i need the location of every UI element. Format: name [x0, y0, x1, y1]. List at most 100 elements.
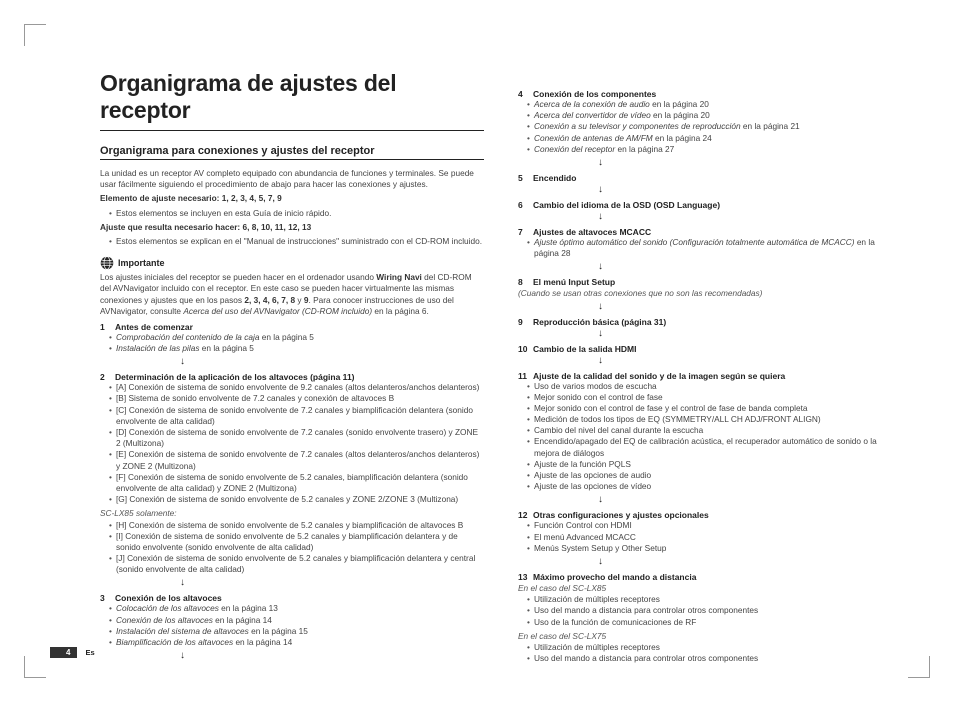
step-heading: 11Ajuste de la calidad del sonido y de l…: [518, 371, 902, 381]
text: [A] Conexión de sistema de sonido envolv…: [116, 382, 479, 392]
list-item: Comprobación del contenido de la caja en…: [109, 332, 484, 343]
text: en la página 21: [741, 121, 800, 131]
step-number: 4: [518, 89, 527, 99]
text-italic: Comprobación del contenido de la caja: [116, 332, 259, 342]
step: 7Ajustes de altavoces MCACCAjuste óptimo…: [518, 227, 902, 259]
step-number: 6: [518, 200, 527, 210]
text: Mejor sonido con el control de fase y el…: [534, 403, 808, 413]
list-item: Menús System Setup y Other Setup: [527, 543, 902, 554]
down-arrow-icon: ↓: [598, 495, 902, 505]
bullet-list: Estos elementos se incluyen en esta Guía…: [109, 208, 484, 219]
list-item: Medición de todos los tipos de EQ (SYMME…: [527, 414, 902, 425]
list-item: [A] Conexión de sistema de sonido envolv…: [109, 382, 484, 393]
crop-mark: [24, 24, 46, 46]
step-title: El menú Input Setup: [533, 277, 615, 287]
important-body: Los ajustes iniciales del receptor se pu…: [100, 272, 484, 317]
text: [F] Conexión de sistema de sonido envolv…: [116, 472, 468, 493]
list-item: El menú Advanced MCACC: [527, 532, 902, 543]
text: y: [295, 295, 304, 305]
step-title: Encendido: [533, 173, 576, 183]
list-item: Utilización de múltiples receptores: [527, 594, 902, 605]
list-item: Acerca del convertidor de vídeo en la pá…: [527, 110, 902, 121]
text-italic: Conexión a su televisor y componentes de…: [534, 121, 741, 131]
bullet-list: [A] Conexión de sistema de sonido envolv…: [109, 382, 484, 505]
list-item: Estos elementos se explican en el "Manua…: [109, 236, 484, 247]
text: [J] Conexión de sistema de sonido envolv…: [116, 553, 475, 574]
req-nums: : 1, 2, 3, 4, 5, 7, 9: [217, 193, 282, 203]
step-heading: 9Reproducción básica (página 31): [518, 317, 902, 327]
step-note: En el caso del SC-LX75: [518, 631, 902, 642]
important-heading: Importante: [100, 256, 484, 270]
step-title: Conexión de los altavoces: [115, 593, 222, 603]
list-item: [F] Conexión de sistema de sonido envolv…: [109, 472, 484, 494]
section-heading: Organigrama para conexiones y ajustes de…: [100, 145, 484, 157]
text-italic: Ajuste óptimo automático del sonido (Con…: [534, 237, 855, 247]
list-item: Conexión del receptor en la página 27: [527, 144, 902, 155]
bullet-list: Colocación de los altavoces en la página…: [109, 603, 484, 648]
list-item: Biamplificación de los altavoces en la p…: [109, 637, 484, 648]
text-bold: 2, 3, 4, 6, 7, 8: [244, 295, 295, 305]
step-heading: 2Determinación de la aplicación de los a…: [100, 372, 484, 382]
left-column: Organigrama de ajustes del receptor Orga…: [100, 70, 484, 672]
right-column: 4Conexión de los componentesAcerca de la…: [518, 70, 902, 672]
step-heading: 5 Encendido: [518, 173, 902, 183]
requirement-line: Ajuste que resulta necesario hacer: 6, 8…: [100, 222, 484, 233]
list-item: Mejor sonido con el control de fase: [527, 392, 902, 403]
step-note: SC-LX85 solamente:: [100, 508, 484, 519]
list-item: [H] Conexión de sistema de sonido envolv…: [109, 520, 484, 531]
list-item: Utilización de múltiples receptores: [527, 642, 902, 653]
step: 6 Cambio del idioma de la OSD (OSD Langua…: [518, 200, 902, 210]
bullet-list: Ajuste óptimo automático del sonido (Con…: [527, 237, 902, 259]
step-title: Ajuste de la calidad del sonido y de la …: [533, 371, 785, 381]
bullet-list: Estos elementos se explican en el "Manua…: [109, 236, 484, 247]
list-item: Instalación del sistema de altavoces en …: [109, 626, 484, 637]
list-item: [C] Conexión de sistema de sonido envolv…: [109, 405, 484, 427]
page-content: Organigrama de ajustes del receptor Orga…: [100, 70, 902, 672]
down-arrow-icon: ↓: [180, 578, 484, 588]
globe-icon: [100, 256, 114, 270]
text-italic: Conexión de antenas de AM/FM: [534, 133, 653, 143]
step: 3 Conexión de los altavocesColocación de …: [100, 593, 484, 648]
text: en la página 13: [219, 603, 278, 613]
text: en la página 14: [233, 637, 292, 647]
step-title: Cambio del idioma de la OSD (OSD Languag…: [533, 200, 720, 210]
list-item: Función Control con HDMI: [527, 520, 902, 531]
text: Uso de varios modos de escucha: [534, 381, 657, 391]
bullet-list: [H] Conexión de sistema de sonido envolv…: [109, 520, 484, 576]
step-number: 12: [518, 510, 527, 520]
step: 4Conexión de los componentesAcerca de la…: [518, 89, 902, 155]
list-item: [E] Conexión de sistema de sonido envolv…: [109, 449, 484, 471]
step-title: Reproducción básica (página 31): [533, 317, 666, 327]
step: 1Antes de comenzarComprobación del conte…: [100, 322, 484, 354]
step: 2Determinación de la aplicación de los a…: [100, 372, 484, 575]
bullet-list: Acerca de la conexión de audio en la pág…: [527, 99, 902, 155]
crop-mark: [24, 656, 46, 678]
important-label: Importante: [118, 258, 165, 268]
list-item: Uso del mando a distancia para controlar…: [527, 605, 902, 616]
step-number: 13: [518, 572, 527, 582]
text: Menús System Setup y Other Setup: [534, 543, 666, 553]
text: Ajuste de las opciones de vídeo: [534, 481, 651, 491]
step: 13Máximo provecho del mando a distancia E…: [518, 572, 902, 664]
req-label: Elemento de ajuste necesario: [100, 193, 217, 203]
text-italic: Instalación de las pilas: [116, 343, 199, 353]
text: Función Control con HDMI: [534, 520, 632, 530]
step: 10Cambio de la salida HDMI: [518, 344, 902, 354]
bullet-list: Utilización de múltiples receptoresUso d…: [527, 594, 902, 628]
step-heading: 8El menú Input Setup: [518, 277, 902, 287]
step-title: Otras configuraciones y ajustes opcional…: [533, 510, 709, 520]
step-number: 3: [100, 593, 109, 603]
step: 5 Encendido: [518, 173, 902, 183]
list-item: Instalación de las pilas en la página 5: [109, 343, 484, 354]
down-arrow-icon: ↓: [598, 185, 902, 195]
step-number: 5: [518, 173, 527, 183]
list-item: Estos elementos se incluyen en esta Guía…: [109, 208, 484, 219]
text: Uso del mando a distancia para controlar…: [534, 653, 758, 663]
down-arrow-icon: ↓: [598, 557, 902, 567]
text-italic: Conexión de los altavoces: [116, 615, 213, 625]
step-heading: 13Máximo provecho del mando a distancia: [518, 572, 902, 582]
list-item: Ajuste de las opciones de audio: [527, 470, 902, 481]
text: Utilización de múltiples receptores: [534, 642, 660, 652]
text: en la página 6.: [372, 306, 429, 316]
step: 11Ajuste de la calidad del sonido y de l…: [518, 371, 902, 493]
